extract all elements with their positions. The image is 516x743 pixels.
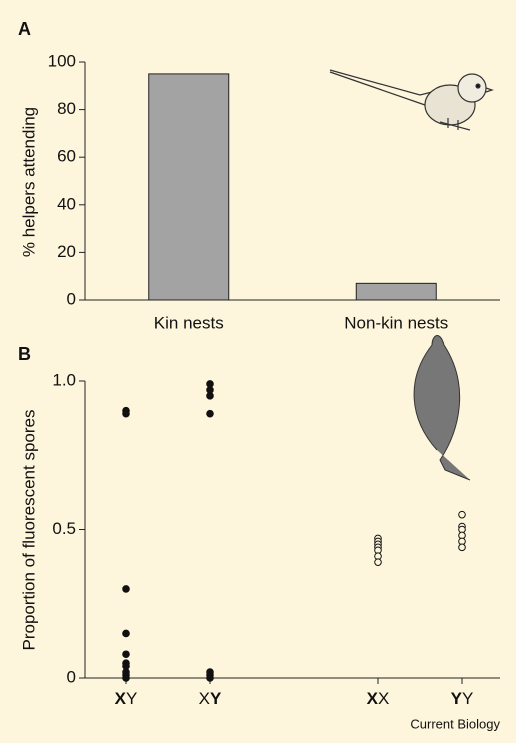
- data-point: [206, 392, 214, 400]
- y-tick-label: 100: [48, 51, 76, 70]
- data-point: [206, 409, 214, 418]
- y-tick-label: 1.0: [52, 370, 76, 389]
- x-tick-label: XX: [367, 689, 390, 708]
- data-point: [206, 674, 214, 682]
- data-point: [458, 510, 466, 519]
- y-tick-label: 60: [57, 147, 76, 166]
- y-tick-label: 0: [67, 667, 76, 686]
- data-point: [122, 585, 130, 593]
- x-tick-label: XY: [199, 689, 222, 708]
- y-tick-label: 20: [57, 242, 76, 261]
- footer: Current Biology: [410, 716, 500, 731]
- y-axis-title: Proportion of fluorescent spores: [19, 410, 38, 651]
- x-tick-label: XY: [115, 689, 138, 708]
- x-tick-label: YY: [451, 689, 474, 708]
- data-point: [122, 650, 130, 659]
- y-tick-label: 0.5: [52, 519, 76, 538]
- bird-illustration: [329, 69, 494, 131]
- panel-label: B: [18, 344, 31, 364]
- data-point: [122, 629, 130, 638]
- bar: [355, 282, 437, 301]
- data-point: [458, 543, 466, 552]
- y-tick-label: 0: [67, 289, 76, 308]
- bar: [148, 73, 230, 301]
- y-axis-title: % helpers attending: [19, 107, 38, 257]
- x-tick-label: Non-kin nests: [344, 313, 448, 332]
- data-point: [122, 674, 130, 682]
- x-tick-label: Kin nests: [154, 313, 224, 332]
- panel-label: A: [18, 19, 31, 39]
- data-point: [122, 409, 130, 418]
- y-tick-label: 80: [57, 99, 76, 118]
- spore-illustration: [413, 335, 471, 481]
- data-point: [374, 558, 382, 566]
- y-tick-label: 40: [57, 194, 76, 213]
